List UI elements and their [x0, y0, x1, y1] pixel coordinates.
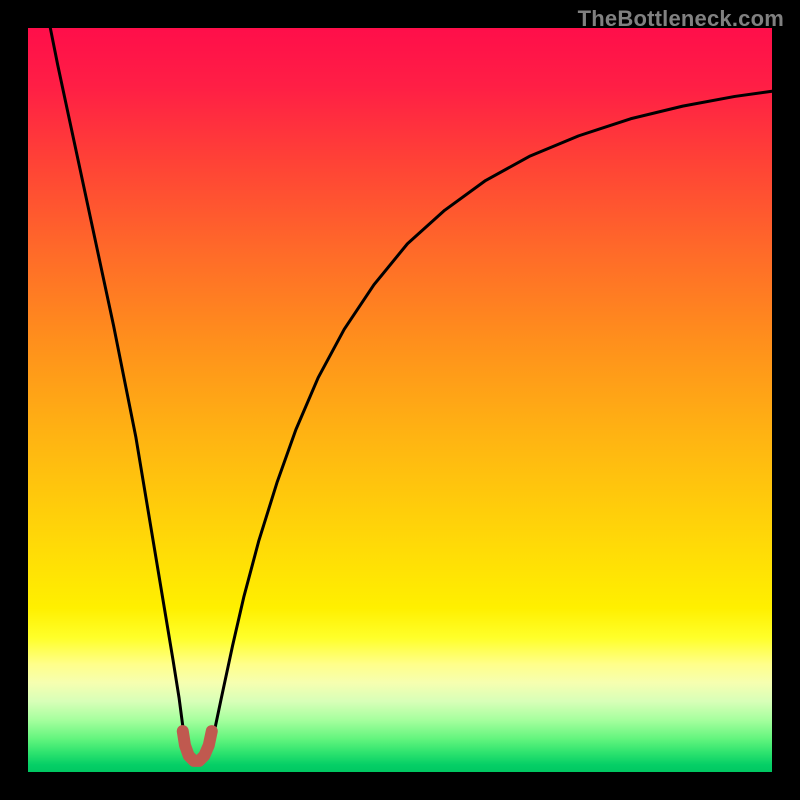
- curve-layer: [28, 28, 772, 772]
- bottleneck-curve: [50, 28, 772, 759]
- plot-area: [28, 28, 772, 772]
- notch-marker: [183, 731, 212, 761]
- watermark-text: TheBottleneck.com: [578, 6, 784, 32]
